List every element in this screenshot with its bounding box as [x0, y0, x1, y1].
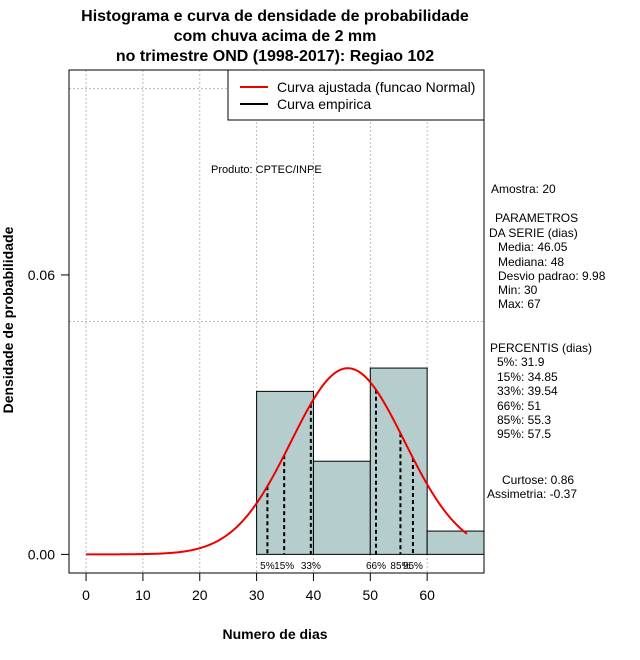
x-tick-label: 40	[306, 587, 322, 603]
legend-label-empirical: Curva empirica	[277, 96, 371, 112]
stat-param-subtitle: DA SERIE (dias)	[489, 226, 578, 240]
histogram-bar	[369, 367, 428, 555]
stat-p15: 15%: 34.85	[497, 370, 558, 384]
percentile-label: 95%	[403, 561, 423, 572]
stat-mediana: Mediana: 48	[498, 255, 564, 269]
chart-title-line-1: Histograma e curva de densidade de proba…	[81, 8, 469, 25]
x-axis-label: Numero de dias	[222, 626, 327, 642]
stat-p85: 85%: 55.3	[497, 413, 551, 427]
y-axis: 0.00 0.06	[28, 267, 69, 562]
percentile-label: 15%	[274, 561, 294, 572]
stat-param-title: PARAMETROS	[495, 211, 578, 225]
normal-curve-line	[86, 367, 468, 556]
chart-title-line-2: com chuva acima de 2 mm	[174, 28, 377, 45]
x-tick-label: 30	[249, 587, 265, 603]
stat-p5: 5%: 31.9	[497, 355, 545, 369]
y-tick-label: 0.00	[28, 546, 55, 562]
stats-panel: Amostra: 20 PARAMETROS DA SERIE (dias) M…	[487, 182, 606, 501]
y-axis-label: Densidade de probabilidade	[0, 226, 16, 413]
x-tick-label: 10	[135, 587, 151, 603]
stat-p95: 95%: 57.5	[497, 427, 551, 441]
legend: Curva ajustada (funcao Normal) Curva emp…	[227, 69, 485, 121]
stat-amostra: Amostra: 20	[491, 182, 556, 196]
stat-p33: 33%: 39.54	[497, 384, 558, 398]
legend-label-normal: Curva ajustada (funcao Normal)	[277, 79, 475, 95]
percentile-label: 85%	[390, 561, 410, 572]
x-tick-label: 0	[82, 587, 90, 603]
percentile-label: 66%	[366, 561, 386, 572]
histogram-bar	[426, 530, 485, 555]
y-tick-label: 0.06	[28, 267, 55, 283]
chart-title-line-3: no trimestre OND (1998-2017): Regiao 102	[116, 48, 434, 65]
stat-max: Max: 67	[498, 297, 541, 311]
x-tick-label: 50	[363, 587, 379, 603]
percentile-label: 33%	[301, 561, 321, 572]
histogram-bar	[312, 460, 371, 555]
stat-assimetria: Assimetria: -0.37	[487, 487, 577, 501]
stat-curtose: Curtose: 0.86	[502, 473, 574, 487]
stat-min: Min: 30	[498, 283, 538, 297]
stat-desvio: Desvio padrao: 9.98	[498, 269, 606, 283]
x-tick-label: 60	[419, 587, 435, 603]
x-axis: 0 10 20 30 40 50 60	[82, 573, 435, 603]
legend-box	[227, 69, 485, 121]
percentile-label: 5%	[260, 561, 275, 572]
normal-curve	[86, 367, 468, 556]
product-annotation: Produto: CPTEC/INPE	[211, 164, 322, 176]
stat-p66: 66%: 51	[497, 399, 541, 413]
stat-pct-title: PERCENTIS (dias)	[490, 341, 592, 355]
x-tick-label: 20	[192, 587, 208, 603]
stat-media: Media: 46.05	[498, 240, 568, 254]
histogram-bars	[256, 367, 485, 555]
percentile-lines: 5% 15% 33% 66% 85%95%	[260, 389, 423, 572]
